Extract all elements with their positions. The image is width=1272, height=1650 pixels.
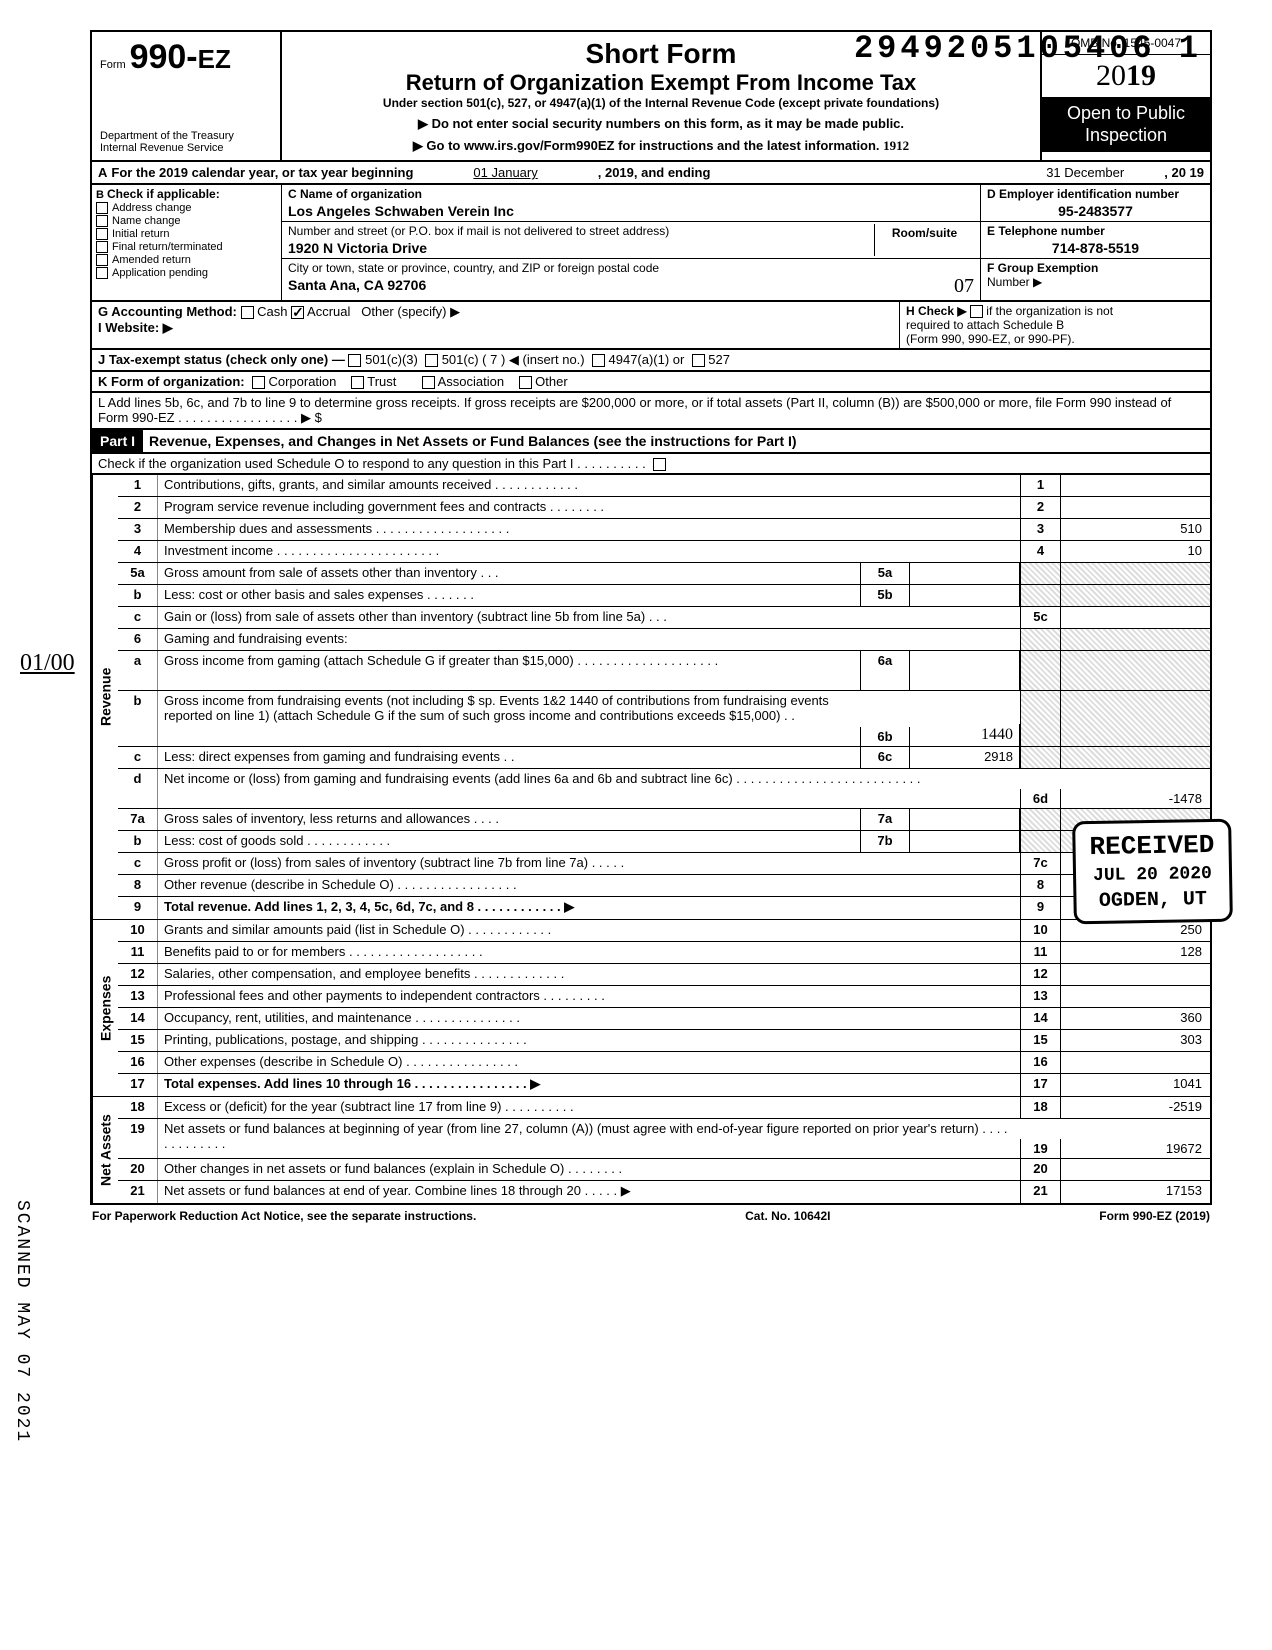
chk-501c[interactable] bbox=[425, 354, 438, 367]
notice-ssn: ▶ Do not enter social security numbers o… bbox=[292, 116, 1030, 132]
chk-final-return[interactable] bbox=[96, 241, 108, 253]
stamp-date: JUL 20 2020 bbox=[1090, 864, 1215, 886]
val-line-6d: -1478 bbox=[1060, 789, 1210, 808]
part-1-label: Part I bbox=[92, 430, 143, 452]
val-line-6b: 1440 bbox=[910, 724, 1020, 746]
chk-527[interactable] bbox=[692, 354, 705, 367]
stamp-location: OGDEN, UT bbox=[1090, 888, 1215, 913]
group-exemption-label: F Group Exemption bbox=[987, 261, 1204, 275]
page-footer: For Paperwork Reduction Act Notice, see … bbox=[90, 1205, 1212, 1227]
phone-value: 714-878-5519 bbox=[987, 240, 1204, 256]
row-a-tax-year: A For the 2019 calendar year, or tax yea… bbox=[90, 162, 1212, 185]
val-line-19: 19672 bbox=[1060, 1139, 1210, 1158]
org-name: Los Angeles Schwaben Verein Inc bbox=[288, 203, 974, 219]
chk-association[interactable] bbox=[422, 376, 435, 389]
chk-address-change[interactable] bbox=[96, 202, 108, 214]
ein-label: D Employer identification number bbox=[987, 187, 1204, 201]
chk-schedule-o[interactable] bbox=[653, 458, 666, 471]
col-c-org-info: C Name of organization Los Angeles Schwa… bbox=[282, 185, 980, 300]
val-line-17: 1041 bbox=[1060, 1074, 1210, 1096]
chk-application-pending[interactable] bbox=[96, 267, 108, 279]
chk-other-org[interactable] bbox=[519, 376, 532, 389]
return-title: Return of Organization Exempt From Incom… bbox=[292, 70, 1030, 96]
chk-accrual[interactable] bbox=[291, 306, 304, 319]
val-line-4: 10 bbox=[1060, 541, 1210, 562]
paperwork-notice: For Paperwork Reduction Act Notice, see … bbox=[92, 1209, 476, 1223]
website-label: I Website: ▶ bbox=[98, 320, 173, 335]
phone-label: E Telephone number bbox=[987, 224, 1204, 238]
val-line-6c: 2918 bbox=[910, 747, 1020, 768]
row-k-org-form: K Form of organization: Corporation Trus… bbox=[90, 372, 1212, 393]
street-address: 1920 N Victoria Drive bbox=[288, 240, 874, 256]
part-1-header: Part I Revenue, Expenses, and Changes in… bbox=[90, 430, 1212, 454]
side-label-net-assets: Net Assets bbox=[92, 1097, 118, 1203]
catalog-number: Cat. No. 10642I bbox=[745, 1209, 830, 1223]
col-b-checkboxes: B Check if applicable: Address change Na… bbox=[92, 185, 282, 300]
handwritten-07: 07 bbox=[954, 275, 974, 298]
under-section: Under section 501(c), 527, or 4947(a)(1)… bbox=[292, 96, 1030, 110]
org-name-label: C Name of organization bbox=[288, 187, 974, 201]
val-line-11: 128 bbox=[1060, 942, 1210, 963]
handwritten-1912: 1912 bbox=[883, 138, 909, 153]
ein-value: 95-2483577 bbox=[987, 203, 1204, 219]
notice-url: ▶ Go to www.irs.gov/Form990EZ for instru… bbox=[292, 138, 1030, 154]
chk-schedule-b[interactable] bbox=[970, 305, 983, 318]
val-line-15: 303 bbox=[1060, 1030, 1210, 1051]
margin-handwritten: 01/00 bbox=[20, 650, 75, 677]
chk-name-change[interactable] bbox=[96, 215, 108, 227]
val-line-21: 17153 bbox=[1060, 1181, 1210, 1203]
form-number: 990-EZ bbox=[130, 38, 231, 76]
city-label: City or town, state or province, country… bbox=[288, 261, 974, 275]
part-1-title: Revenue, Expenses, and Changes in Net As… bbox=[143, 430, 1210, 452]
row-h: H Check ▶ if the organization is not req… bbox=[900, 302, 1210, 348]
chk-trust[interactable] bbox=[351, 376, 364, 389]
chk-amended-return[interactable] bbox=[96, 254, 108, 266]
form-version: Form 990-EZ (2019) bbox=[1099, 1209, 1210, 1223]
dept-treasury: Department of the Treasury bbox=[100, 130, 272, 142]
row-j-tax-status: J Tax-exempt status (check only one) — 5… bbox=[90, 350, 1212, 372]
row-l-gross-receipts: L Add lines 5b, 6c, and 7b to line 9 to … bbox=[90, 393, 1212, 430]
chk-cash[interactable] bbox=[241, 306, 254, 319]
identity-block: B Check if applicable: Address change Na… bbox=[90, 185, 1212, 302]
part-1-check: Check if the organization used Schedule … bbox=[90, 454, 1212, 475]
open-to-public: Open to Public Inspection bbox=[1042, 97, 1210, 152]
chk-501c3[interactable] bbox=[348, 354, 361, 367]
chk-corporation[interactable] bbox=[252, 376, 265, 389]
received-stamp: RECEIVED JUL 20 2020 OGDEN, UT bbox=[1072, 819, 1233, 925]
dept-irs: Internal Revenue Service bbox=[100, 142, 272, 154]
addr-label: Number and street (or P.O. box if mail i… bbox=[288, 224, 874, 238]
header-left: Form 990-EZ Department of the Treasury I… bbox=[92, 32, 282, 160]
side-label-expenses: Expenses bbox=[92, 920, 118, 1096]
stamp-received: RECEIVED bbox=[1089, 830, 1214, 862]
row-g-h: G Accounting Method: Cash Accrual Other … bbox=[90, 302, 1212, 350]
side-label-revenue: Revenue bbox=[92, 475, 118, 919]
val-line-14: 360 bbox=[1060, 1008, 1210, 1029]
document-number: 2949205105406 1 bbox=[854, 30, 1202, 67]
col-def: D Employer identification number 95-2483… bbox=[980, 185, 1210, 300]
form-prefix: Form bbox=[100, 59, 126, 71]
val-line-18: -2519 bbox=[1060, 1097, 1210, 1118]
val-line-3: 510 bbox=[1060, 519, 1210, 540]
part-1-table: Revenue 1Contributions, gifts, grants, a… bbox=[90, 475, 1212, 1205]
chk-initial-return[interactable] bbox=[96, 228, 108, 240]
chk-4947[interactable] bbox=[592, 354, 605, 367]
city-state-zip: Santa Ana, CA 92706 bbox=[288, 277, 426, 298]
room-suite-label: Room/suite bbox=[874, 224, 974, 256]
group-exemption-number: Number ▶ bbox=[987, 275, 1204, 289]
margin-scanned-stamp: SCANNED MAY 07 2021 bbox=[12, 1200, 32, 1443]
